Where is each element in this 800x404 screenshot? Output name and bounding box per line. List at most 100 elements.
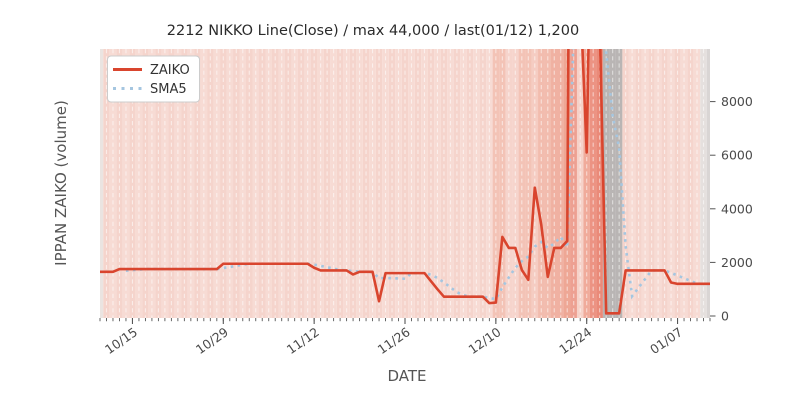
day-shading-band [233,49,240,318]
day-shading-band [434,49,441,318]
day-shading-band [220,49,227,318]
y-tick-label: 2000 [721,255,753,270]
day-shading-band [486,49,493,318]
day-shading-bands [100,49,710,318]
day-shading-band [116,49,123,318]
day-shading-band [336,49,344,318]
day-shading-band [401,49,409,318]
day-shading-band [551,49,558,318]
day-shading-band [291,49,298,318]
day-shading-band [304,49,311,318]
day-shading-band [460,49,467,318]
day-shading-band [142,49,149,318]
day-shading-band [122,49,130,318]
day-shading-band [271,49,279,318]
day-shading-band [174,49,182,318]
chart-title: 2212 NIKKO Line(Close) / max 44,000 / la… [167,23,579,39]
day-shading-band [570,49,577,318]
day-shading-band [576,49,584,318]
sma5-line [125,49,710,301]
day-shading-band [427,49,435,318]
x-tick-label: 11/12 [284,324,322,357]
sma5-legend-label: SMA5 [150,82,187,97]
day-shading-band [207,49,214,318]
day-shading-band [596,49,603,318]
y-axis-ticks: 0 2000 4000 6000 8000 [710,94,753,324]
day-shading-band [518,49,526,318]
day-shading-band [453,49,461,318]
day-shading-band [622,49,629,318]
day-shading-band [693,49,701,318]
day-shading-band [544,49,552,318]
day-shading-band [706,49,710,318]
x-axis-ticks: 10/15 10/29 11/12 11/26 12/10 12/24 01/07 [99,318,711,357]
legend-box [107,55,200,103]
day-shading-band [440,49,448,318]
day-shading-band [252,49,259,318]
day-shading-band [317,49,324,318]
day-shading-band [408,49,415,318]
day-shading-band [628,49,636,318]
legend: ZAIKO SMA5 [107,55,200,103]
day-shading-band [258,49,266,318]
day-shading-band [538,49,545,318]
day-shading-band [531,49,539,318]
day-shading-band [284,49,292,318]
day-shading-band [297,49,305,318]
day-shading-band [492,49,500,318]
day-shading-band [473,49,480,318]
day-shading-band [687,49,694,318]
day-shading-band [369,49,376,318]
day-shading-band [635,49,642,318]
day-shading-band [680,49,688,318]
day-shading-band [226,49,234,318]
day-shading-band [349,49,357,318]
x-tick-label: 10/15 [102,324,140,357]
zaiko-legend-label: ZAIKO [150,63,190,78]
day-shading-band [323,49,331,318]
day-shading-band [356,49,363,318]
day-shading-band [382,49,389,318]
day-shading-band [583,49,590,318]
y-tick-label: 6000 [721,148,753,163]
day-shading-band [615,49,623,318]
day-shading-band [265,49,272,318]
x-tick-label: 11/26 [375,324,413,357]
day-shading-band [168,49,175,318]
day-shading-band [667,49,675,318]
day-shading-band [310,49,318,318]
day-shading-band [187,49,195,318]
x-axis-label: DATE [387,367,426,385]
day-shading-band [239,49,247,318]
day-shading-band [388,49,396,318]
y-tick-label: 4000 [721,201,753,216]
day-shading-band [661,49,668,318]
day-shading-band [414,49,422,318]
day-shading-band [200,49,208,318]
day-shading-band [194,49,201,318]
day-shading-band [609,49,616,318]
day-shading-band [181,49,188,318]
day-shading-band [362,49,370,318]
day-shading-band [654,49,662,318]
zaiko-line [100,49,710,315]
day-shading-band [700,49,707,318]
day-shading-band [421,49,428,318]
y-axis-label: IPPAN ZAIKO (volume) [52,100,70,266]
day-shading-band [557,49,564,318]
day-shading-band [641,49,649,318]
day-shading-band [129,49,136,318]
x-tick-label: 10/29 [193,324,231,357]
x-tick-label: 12/24 [556,324,594,357]
x-tick-label: 12/10 [465,324,503,357]
day-shading-band [375,49,383,318]
day-shading-band [246,49,253,318]
day-shading-band [674,49,681,318]
day-shading-band [525,49,532,318]
x-tick-label: 01/07 [647,324,685,357]
day-shading-band [135,49,143,318]
day-shading-band [100,49,104,318]
day-shading-band [103,49,110,318]
day-shading-band [155,49,162,318]
